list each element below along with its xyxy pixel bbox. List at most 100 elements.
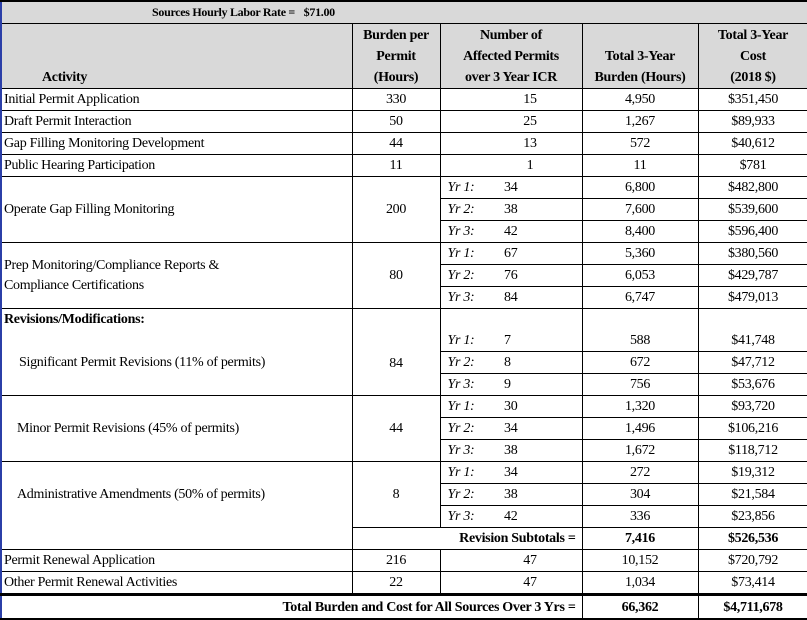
t: Prep Monitoring/Compliance Reports &	[4, 257, 220, 273]
cell: 11	[351, 154, 441, 177]
table-row: Minor Permit Revisions (45% of permits) 4…	[0, 395, 807, 462]
cell: Administrative Amendments (50% of permit…	[0, 461, 353, 550]
year-label: Yr 1:	[439, 330, 492, 352]
cell: 272	[581, 461, 699, 484]
cell: Public Hearing Participation	[0, 154, 353, 177]
cell: 1,320	[581, 395, 699, 418]
cell: $479,013	[697, 286, 807, 309]
blank	[492, 308, 583, 330]
cell: 80	[351, 242, 441, 309]
cell: 6,800	[581, 176, 699, 199]
h: (2018 $)	[730, 70, 776, 85]
cell: 42	[492, 220, 583, 243]
cell: 84	[351, 308, 441, 396]
revisions-heading: Revisions/Modifications:	[4, 312, 145, 327]
h: Number of	[480, 28, 542, 43]
year-label: Yr 2:	[439, 198, 492, 221]
table-row: Administrative Amendments (50% of permit…	[0, 461, 807, 550]
cell: 1,034	[581, 571, 699, 595]
cell: $89,933	[697, 110, 807, 133]
table-row: Yr 3: 84 6,747 $479,013	[1, 286, 807, 309]
year-label: Yr 2:	[439, 351, 492, 374]
year-label: Yr 3:	[439, 286, 492, 309]
total-cost: $4,711,678	[697, 593, 807, 620]
table-row: Public Hearing Participation 11 1 11 $781	[0, 154, 807, 177]
cell: 672	[581, 351, 699, 374]
cell: 67	[492, 242, 583, 265]
header-row: Activity Burden per Permit (Hours) Number …	[0, 23, 807, 89]
cell: $23,856	[697, 505, 807, 528]
cell: $596,400	[697, 220, 807, 243]
cell: 38	[492, 483, 583, 506]
year-label: Yr 1:	[439, 461, 492, 484]
h: Permit	[376, 49, 416, 64]
cell: $41,748	[697, 330, 807, 352]
cell: Prep Monitoring/Compliance Reports & Comp…	[0, 242, 353, 309]
cell: $53,676	[697, 373, 807, 396]
h: (Hours)	[373, 70, 419, 85]
cell: $106,216	[697, 417, 807, 440]
cell: 34	[492, 461, 583, 484]
cell: 76	[492, 264, 583, 287]
cell: 7	[492, 330, 583, 352]
cell: Minor Permit Revisions (45% of permits)	[0, 395, 353, 462]
table-row: Yr 3: 9 756 $53,676	[1, 373, 807, 396]
cell: $380,560	[697, 242, 807, 265]
cell: 9	[492, 373, 583, 396]
cell: 336	[581, 505, 699, 528]
cell: 13	[439, 132, 583, 155]
year-label: Yr 3:	[439, 373, 492, 396]
labor-rate-row: Sources Hourly Labor Rate = $71.00	[0, 0, 807, 24]
header-total-hours: Total 3-Year Burden (Hours)	[581, 23, 699, 89]
cell: $539,600	[697, 198, 807, 221]
blank	[581, 308, 699, 330]
cell: 25	[439, 110, 583, 133]
cell: 1	[439, 154, 583, 177]
year-label: Yr 3:	[439, 220, 492, 243]
cell: 34	[492, 176, 583, 199]
labor-rate-value: $71.00	[303, 5, 336, 19]
year-label: Yr 1:	[439, 242, 492, 265]
year-label: Yr 3:	[439, 505, 492, 528]
blank	[439, 308, 492, 330]
cell: 304	[581, 483, 699, 506]
cell: 6,747	[581, 286, 699, 309]
t: Compliance Certifications	[4, 277, 144, 293]
header-cost: Total 3-Year Cost (2018 $)	[697, 23, 807, 89]
cell: 7,416	[581, 527, 699, 550]
cell: $351,450	[697, 88, 807, 111]
cell: 34	[492, 417, 583, 440]
table-row: Yr 3: 38 1,672 $118,712	[1, 439, 807, 462]
table-row: Prep Monitoring/Compliance Reports & Comp…	[0, 242, 807, 309]
t: Significant Permit Revisions (11% of per…	[19, 355, 266, 370]
cell: 572	[581, 132, 699, 155]
cell: 22	[351, 571, 441, 595]
total-hours: 66,362	[581, 593, 699, 620]
cell: 756	[581, 373, 699, 396]
table-row: Initial Permit Application 330 15 4,950 $351…	[0, 88, 807, 111]
cell: $482,800	[697, 176, 807, 199]
cell: 588	[581, 330, 699, 352]
cell: 84	[492, 286, 583, 309]
cell: $781	[697, 154, 807, 177]
table-row: Yr 3: 42 336 $23,856	[1, 505, 807, 528]
table-row: Revisions/Modifications: Significant Perm…	[0, 308, 807, 396]
h: Total 3-Year	[717, 28, 789, 43]
cell: 47	[439, 549, 583, 572]
table-row: Draft Permit Interaction 50 25 1,267 $89,933	[0, 110, 807, 133]
cell: $429,787	[697, 264, 807, 287]
cell: 44	[351, 132, 441, 155]
cell: 42	[492, 505, 583, 528]
cell: $21,584	[697, 483, 807, 506]
cell: 5,360	[581, 242, 699, 265]
cell: 1,672	[581, 439, 699, 462]
cell: $40,612	[697, 132, 807, 155]
cell: 8	[492, 351, 583, 374]
header-permits: Number of Affected Permits over 3 Year ICR	[439, 23, 583, 89]
cell: $73,414	[697, 571, 807, 595]
cell: Gap Filling Monitoring Development	[0, 132, 353, 155]
cell: Operate Gap Filling Monitoring	[0, 176, 353, 243]
cell: 1,267	[581, 110, 699, 133]
h: over 3 Year ICR	[464, 70, 558, 85]
cell: $118,712	[697, 439, 807, 462]
